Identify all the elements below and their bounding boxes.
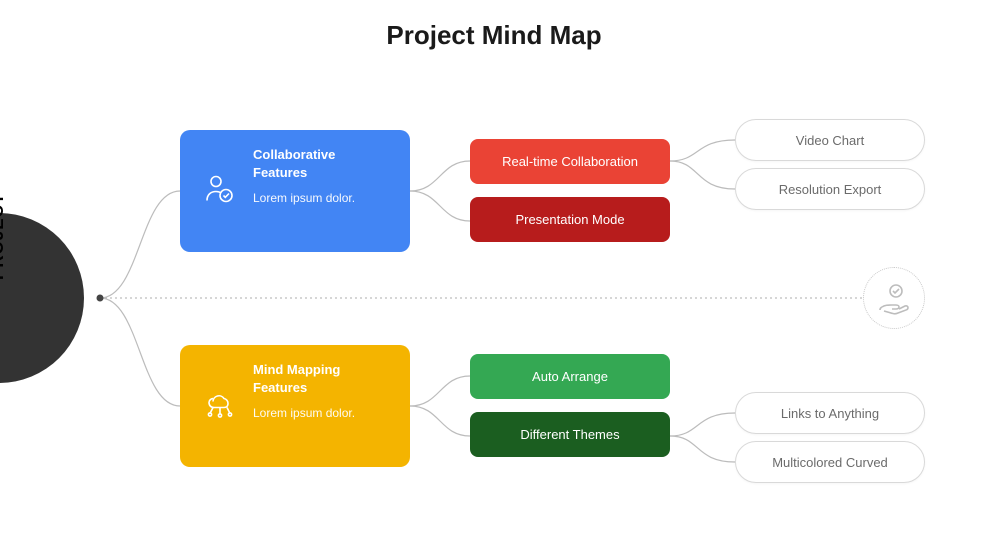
conn-b2-p4 [670, 436, 735, 462]
conn-a-a1 [410, 161, 470, 191]
conn-b2-p3 [670, 413, 735, 436]
user-check-icon [202, 172, 236, 211]
conn-a1-p2 [670, 161, 735, 189]
conn-b-b1 [410, 376, 470, 406]
node-collaborative-features: Collaborative Features Lorem ipsum dolor… [180, 130, 410, 252]
node-mind-mapping-features: Mind Mapping Features Lorem ipsum dolor. [180, 345, 410, 467]
conn-a-a2 [410, 191, 470, 221]
chip-real-time-collaboration: Real-time Collaboration [470, 139, 670, 184]
cloud-network-icon [202, 387, 238, 426]
pill-multicolored-curved: Multicolored Curved [735, 441, 925, 483]
chip-different-themes: Different Themes [470, 412, 670, 457]
conn-root-a [100, 191, 180, 298]
chip-presentation-mode: Presentation Mode [470, 197, 670, 242]
junction-dot [97, 295, 104, 302]
pill-video-chart: Video Chart [735, 119, 925, 161]
node-subtitle: Lorem ipsum dolor. [253, 191, 392, 205]
conn-a1-p1 [670, 140, 735, 161]
pill-resolution-export: Resolution Export [735, 168, 925, 210]
conn-b-b2 [410, 406, 470, 436]
node-heading: Mind Mapping Features [253, 361, 392, 396]
root-node [0, 213, 84, 383]
conn-root-b [100, 298, 180, 406]
node-heading: Collaborative Features [253, 146, 392, 181]
hand-check-icon [863, 267, 925, 329]
chip-auto-arrange: Auto Arrange [470, 354, 670, 399]
node-subtitle: Lorem ipsum dolor. [253, 406, 392, 420]
pill-links-to-anything: Links to Anything [735, 392, 925, 434]
root-label: PROJECT [0, 193, 8, 280]
